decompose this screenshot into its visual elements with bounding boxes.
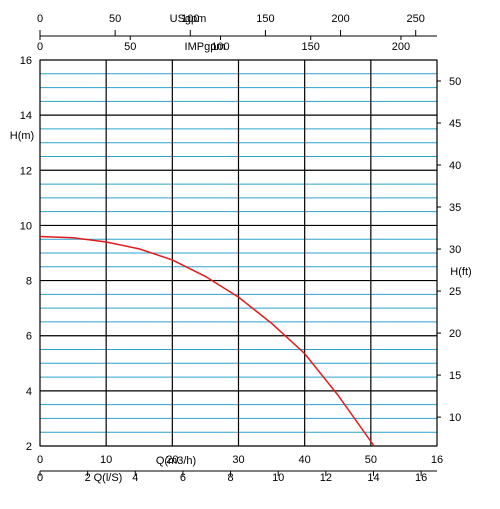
tick-label-usgpm: 200	[331, 13, 349, 25]
tick-label-h-m: 12	[20, 165, 32, 177]
tick-label-h-m: 2	[26, 441, 32, 453]
tick-label-q-ls: 0	[37, 472, 43, 484]
axis-label-h-ft: H(ft)	[450, 266, 471, 278]
tick-label-q-m3h: 10	[100, 454, 112, 466]
tick-label-impgpm: 0	[37, 41, 43, 53]
tick-label-q-m3h: 50	[365, 454, 377, 466]
tick-label-h-m: 8	[26, 276, 32, 288]
tick-label-usgpm: 50	[109, 13, 121, 25]
tick-label-usgpm: 150	[256, 13, 274, 25]
axis-label-impgpm: IMPgpm	[185, 41, 226, 53]
tick-label-q-m3h: 30	[232, 454, 244, 466]
axis-label-h-m: H(m)	[10, 130, 34, 142]
tick-label-q-m3h: 0	[37, 454, 43, 466]
tick-label-q-ls: 10	[272, 472, 284, 484]
tick-label-h-ft: 35	[449, 202, 461, 214]
tick-label-impgpm: 200	[392, 41, 410, 53]
tick-label-h-ft: 50	[449, 76, 461, 88]
tick-label-impgpm: 150	[302, 41, 320, 53]
tick-label-h-m: 14	[20, 110, 32, 122]
tick-label-h-ft: 40	[449, 160, 461, 172]
tick-label-q-ls: 6	[180, 472, 186, 484]
tick-label-impgpm: 100	[211, 41, 229, 53]
tick-label-q-ls: 2	[85, 472, 91, 484]
axis-label-usgpm: USgpm	[170, 13, 207, 25]
tick-label-usgpm: 0	[37, 13, 43, 25]
tick-label-q-m3h: 20	[166, 454, 178, 466]
performance-curve	[39, 235, 375, 447]
tick-label-q-m3h: 16	[431, 454, 443, 466]
tick-label-usgpm: 250	[407, 13, 425, 25]
tick-label-h-m: 10	[20, 220, 32, 232]
tick-label-q-ls: 16	[415, 472, 427, 484]
axis-label-q-ls: Q(l/S)	[94, 472, 123, 484]
tick-label-h-m: 16	[20, 55, 32, 67]
plot-frame	[39, 59, 438, 447]
tick-label-q-ls: 4	[132, 472, 138, 484]
tick-label-q-ls: 12	[320, 472, 332, 484]
tick-label-h-ft: 20	[449, 328, 461, 340]
tick-label-usgpm: 100	[181, 13, 199, 25]
tick-label-h-m: 6	[26, 331, 32, 343]
tick-label-q-ls: 14	[367, 472, 379, 484]
tick-label-h-ft: 10	[449, 412, 461, 424]
tick-label-h-ft: 25	[449, 286, 461, 298]
tick-label-h-m: 4	[26, 386, 32, 398]
tick-label-q-m3h: 40	[299, 454, 311, 466]
tick-label-h-ft: 15	[449, 370, 461, 382]
tick-label-q-ls: 8	[227, 472, 233, 484]
tick-label-h-ft: 45	[449, 118, 461, 130]
axis-label-q-m3h: Q(m3/h)	[156, 455, 196, 467]
tick-label-h-ft: 30	[449, 244, 461, 256]
tick-label-impgpm: 50	[124, 41, 136, 53]
